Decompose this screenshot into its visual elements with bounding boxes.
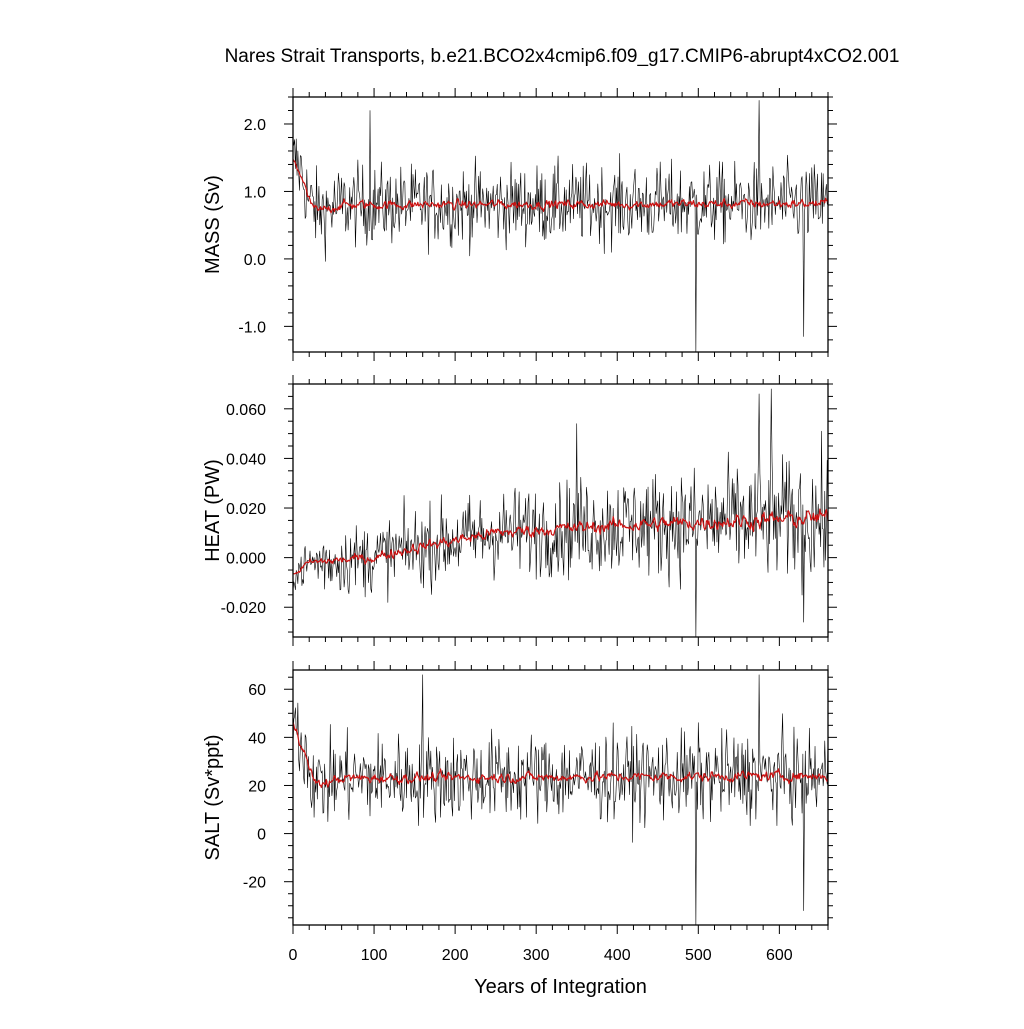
heat-series-group: [293, 388, 828, 637]
salt-ytick-label: 40: [248, 730, 266, 747]
heat-ytick-label: 0.040: [226, 451, 266, 468]
panel-heat: -0.020 0.000 0.020 0.040 0.060 HEAT (PW): [202, 375, 837, 646]
mass-y-axis-label: MASS (Sv): [202, 175, 224, 274]
mass-frame: [292, 96, 829, 353]
mass-ytick-label: 0.0: [244, 252, 266, 269]
mass-ytick-label: 1.0: [244, 184, 266, 201]
salt-y-axis-label: SALT (Sv*ppt): [202, 735, 224, 861]
salt-annual-line: [293, 674, 828, 925]
salt-series-group: [293, 674, 828, 925]
heat-smoothed-line: [293, 508, 828, 575]
heat-frame: [292, 383, 829, 638]
salt-ytick-label: 20: [248, 778, 266, 795]
heat-annual-line: [293, 388, 828, 637]
salt-frame: [292, 669, 829, 926]
salt-ytick-label: -20: [243, 875, 266, 892]
salt-xtick-label: 200: [442, 947, 469, 964]
chart-title: Nares Strait Transports, b.e21.BCO2x4cmi…: [224, 46, 900, 67]
salt-xtick-label: 400: [604, 947, 631, 964]
salt-xtick-label: 600: [766, 947, 793, 964]
salt-xtick-label: 500: [685, 947, 712, 964]
salt-ytick-label: 0: [257, 827, 266, 844]
mass-series-group: [293, 100, 828, 352]
mass-annual-line: [293, 100, 828, 352]
x-axis-label: Years of Integration: [474, 976, 647, 998]
heat-ytick-label: -0.020: [221, 600, 266, 617]
heat-ytick-label: 0.020: [226, 501, 266, 518]
salt-xtick-label: 100: [361, 947, 388, 964]
salt-xtick-label: 0: [289, 947, 298, 964]
panel-mass: -1.0 0.0 1.0 2.0 MASS (Sv): [202, 88, 837, 361]
mass-ytick-label: -1.0: [238, 319, 266, 336]
heat-y-axis-label: HEAT (PW): [202, 459, 224, 562]
heat-ytick-label: 0.000: [226, 551, 266, 568]
salt-smoothed-line: [293, 721, 828, 789]
salt-xtick-label: 300: [523, 947, 550, 964]
mass-smoothed-line: [293, 159, 828, 214]
heat-ytick-label: 0.060: [226, 402, 266, 419]
salt-ytick-label: 60: [248, 682, 266, 699]
mass-ytick-label: 2.0: [244, 117, 266, 134]
